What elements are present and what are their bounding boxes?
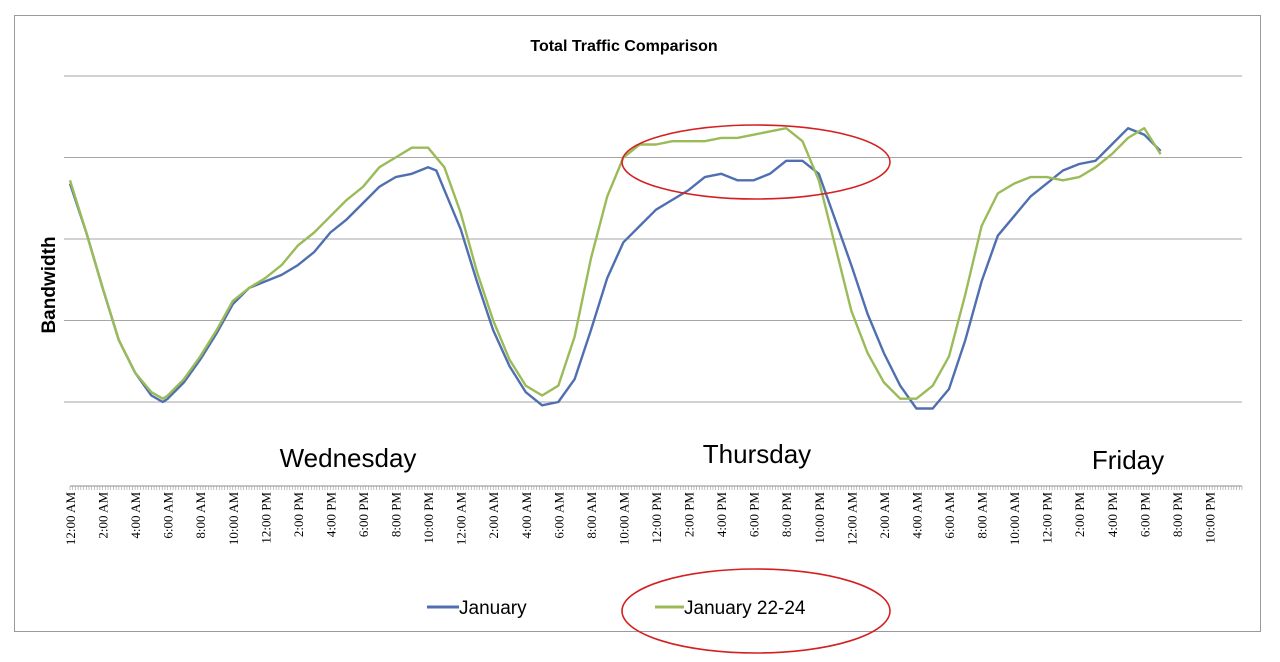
annotation-ellipse (621, 124, 891, 200)
annotations (621, 124, 891, 654)
day-label: Wednesday (280, 443, 417, 473)
x-tick-label: 6:00 PM (747, 492, 762, 538)
x-tick-label: 10:00 AM (1007, 492, 1022, 546)
legend-entry: January (459, 598, 527, 619)
day-labels: Wednesday Thursday Friday (280, 439, 1165, 475)
x-tick-label: 4:00 AM (128, 492, 143, 539)
x-tick-label: 4:00 PM (1105, 492, 1120, 538)
x-tick-label: 4:00 AM (519, 492, 534, 539)
x-tick-label: 2:00 PM (682, 492, 697, 538)
day-label: Friday (1092, 445, 1164, 475)
x-tick-label: 12:00 AM (63, 492, 78, 546)
x-tick-label: 12:00 PM (649, 492, 664, 544)
gridlines (64, 75, 1242, 403)
x-tick-label: 6:00 AM (942, 492, 957, 539)
y-axis-label: Bandwidth (39, 236, 60, 333)
legend: January January 22-24 (427, 598, 806, 619)
x-tick-label: 12:00 AM (454, 492, 469, 546)
x-tick-label: 10:00 PM (1202, 492, 1217, 544)
day-label: Thursday (703, 439, 811, 469)
x-tick-label: 6:00 AM (551, 492, 566, 539)
x-tick-label: 2:00 PM (291, 492, 306, 538)
series-lines (68, 126, 1162, 410)
legend-entry: January 22-24 (684, 598, 806, 619)
x-tick-labels: 12:00 AM 2:00 AM 4:00 AM 6:00 AM 8:00 AM 10:0… (63, 492, 1217, 546)
series-line-january (68, 126, 1162, 410)
x-tick-label: 8:00 AM (975, 492, 990, 539)
x-tick-label: 10:00 AM (616, 492, 631, 546)
x-tick-label: 4:00 PM (714, 492, 729, 538)
series-line-january-22-24 (68, 126, 1162, 400)
x-tick-label: 6:00 AM (161, 492, 176, 539)
x-tick-label: 2:00 AM (486, 492, 501, 539)
x-tick-label: 6:00 PM (356, 492, 371, 538)
x-tick-label: 2:00 AM (96, 492, 111, 539)
x-tick-label: 12:00 AM (844, 492, 859, 546)
x-tick-label: 12:00 PM (258, 492, 273, 544)
x-tick-label: 12:00 PM (1040, 492, 1055, 544)
x-tick-label: 2:00 PM (1072, 492, 1087, 538)
x-tick-label: 6:00 PM (1137, 492, 1152, 538)
x-tick-label: 8:00 PM (389, 492, 404, 538)
x-tick-label: 4:00 AM (909, 492, 924, 539)
x-tick-label: 10:00 PM (421, 492, 436, 544)
x-tick-label: 4:00 PM (323, 492, 338, 538)
x-axis (69, 485, 1243, 490)
x-tick-label: 8:00 PM (1170, 492, 1185, 538)
annotation-ellipse (621, 568, 891, 654)
x-tick-label: 8:00 AM (584, 492, 599, 539)
x-tick-label: 8:00 PM (779, 492, 794, 538)
x-tick-label: 10:00 PM (812, 492, 827, 544)
chart-title: Total Traffic Comparison (530, 38, 717, 55)
x-tick-label: 8:00 AM (193, 492, 208, 539)
x-tick-label: 2:00 AM (877, 492, 892, 539)
x-tick-label: 10:00 AM (226, 492, 241, 546)
